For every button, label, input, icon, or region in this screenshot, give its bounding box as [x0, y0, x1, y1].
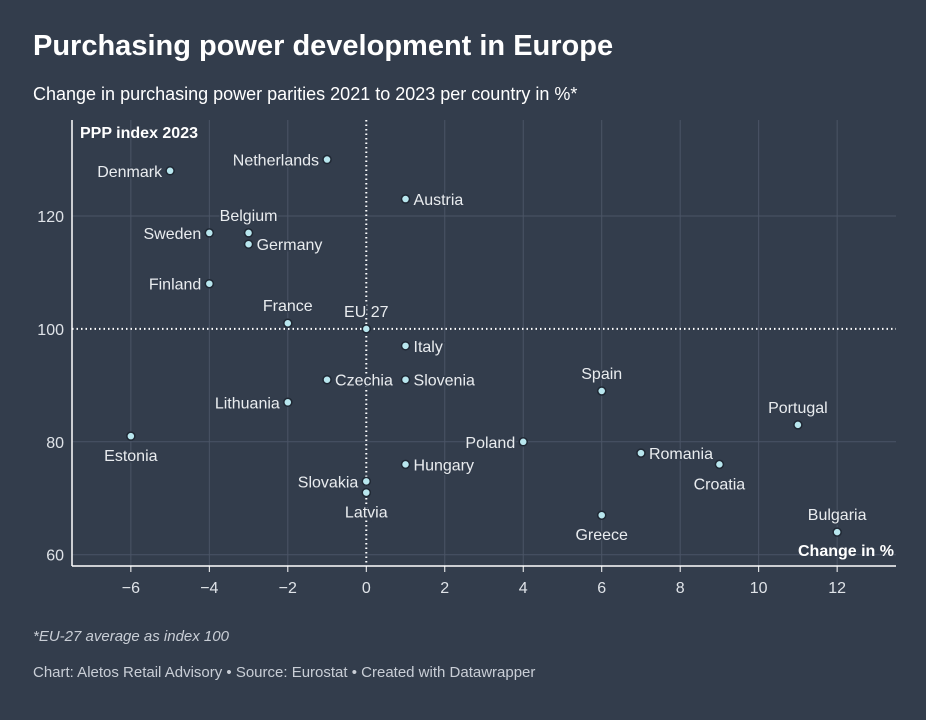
x-tick-label: 12 — [828, 580, 846, 597]
data-point — [243, 228, 254, 238]
point-label: Slovakia — [298, 474, 359, 491]
data-point — [204, 228, 215, 238]
data-point — [361, 324, 372, 334]
data-point — [636, 448, 646, 458]
point-label: Hungary — [414, 457, 474, 474]
point-label: EU 27 — [344, 304, 389, 321]
data-point — [518, 437, 528, 447]
point-label: Italy — [414, 339, 443, 356]
chart-subtitle: Change in purchasing power parities 2021… — [33, 84, 578, 104]
x-tick-label: 4 — [519, 580, 528, 597]
x-tick-label: −6 — [122, 580, 140, 597]
point-label: Sweden — [144, 226, 202, 243]
data-point — [400, 459, 411, 470]
footnote: *EU-27 average as index 100 — [33, 628, 229, 645]
y-tick-label: 100 — [37, 322, 64, 339]
data-point — [322, 154, 332, 165]
point-label: Portugal — [768, 400, 828, 417]
point-label: Lithuania — [215, 395, 280, 412]
x-tick-label: −4 — [200, 580, 218, 597]
x-tick-label: 2 — [440, 580, 449, 597]
point-label: Netherlands — [233, 153, 319, 170]
chart-title: Purchasing power development in Europe — [33, 30, 614, 62]
data-point — [322, 374, 332, 385]
data-point — [596, 510, 607, 520]
data-point — [126, 431, 136, 441]
point-label: Belgium — [220, 208, 278, 225]
point-label: Bulgaria — [808, 507, 867, 524]
point-label: Spain — [581, 366, 622, 383]
x-axis-label: Change in % — [798, 543, 894, 560]
x-tick-label: 10 — [750, 580, 768, 597]
data-point — [361, 487, 372, 498]
y-tick-label: 120 — [37, 209, 64, 226]
data-point — [793, 420, 803, 430]
data-point — [714, 459, 725, 470]
y-tick-label: 80 — [46, 435, 64, 452]
data-point — [832, 527, 842, 537]
y-axis-label: PPP index 2023 — [80, 125, 198, 142]
point-label: Latvia — [345, 505, 388, 522]
point-label: Denmark — [97, 164, 163, 181]
data-point — [283, 318, 293, 328]
point-label: Czechia — [335, 373, 393, 390]
x-tick-label: −2 — [279, 580, 297, 597]
data-point — [361, 476, 372, 487]
data-point — [165, 166, 175, 176]
point-label: Estonia — [104, 448, 157, 465]
point-label: Poland — [465, 435, 515, 452]
data-point — [400, 374, 411, 385]
y-tick-label: 60 — [46, 548, 64, 565]
source-credit: Chart: Aletos Retail Advisory • Source: … — [33, 664, 536, 681]
x-tick-label: 6 — [597, 580, 606, 597]
point-label: Finland — [149, 277, 201, 294]
data-point — [204, 278, 215, 289]
data-point — [283, 397, 293, 408]
point-label: Germany — [257, 237, 323, 254]
point-label: France — [263, 298, 313, 315]
point-label: Romania — [649, 446, 713, 463]
x-tick-label: 0 — [362, 580, 371, 597]
data-point — [243, 239, 254, 249]
point-label: Slovenia — [414, 373, 475, 390]
point-label: Greece — [575, 527, 628, 544]
data-point — [400, 194, 411, 204]
point-label: Croatia — [694, 476, 746, 493]
data-point — [596, 386, 607, 396]
data-point — [400, 341, 411, 351]
point-label: Austria — [414, 192, 464, 209]
x-tick-label: 8 — [676, 580, 685, 597]
